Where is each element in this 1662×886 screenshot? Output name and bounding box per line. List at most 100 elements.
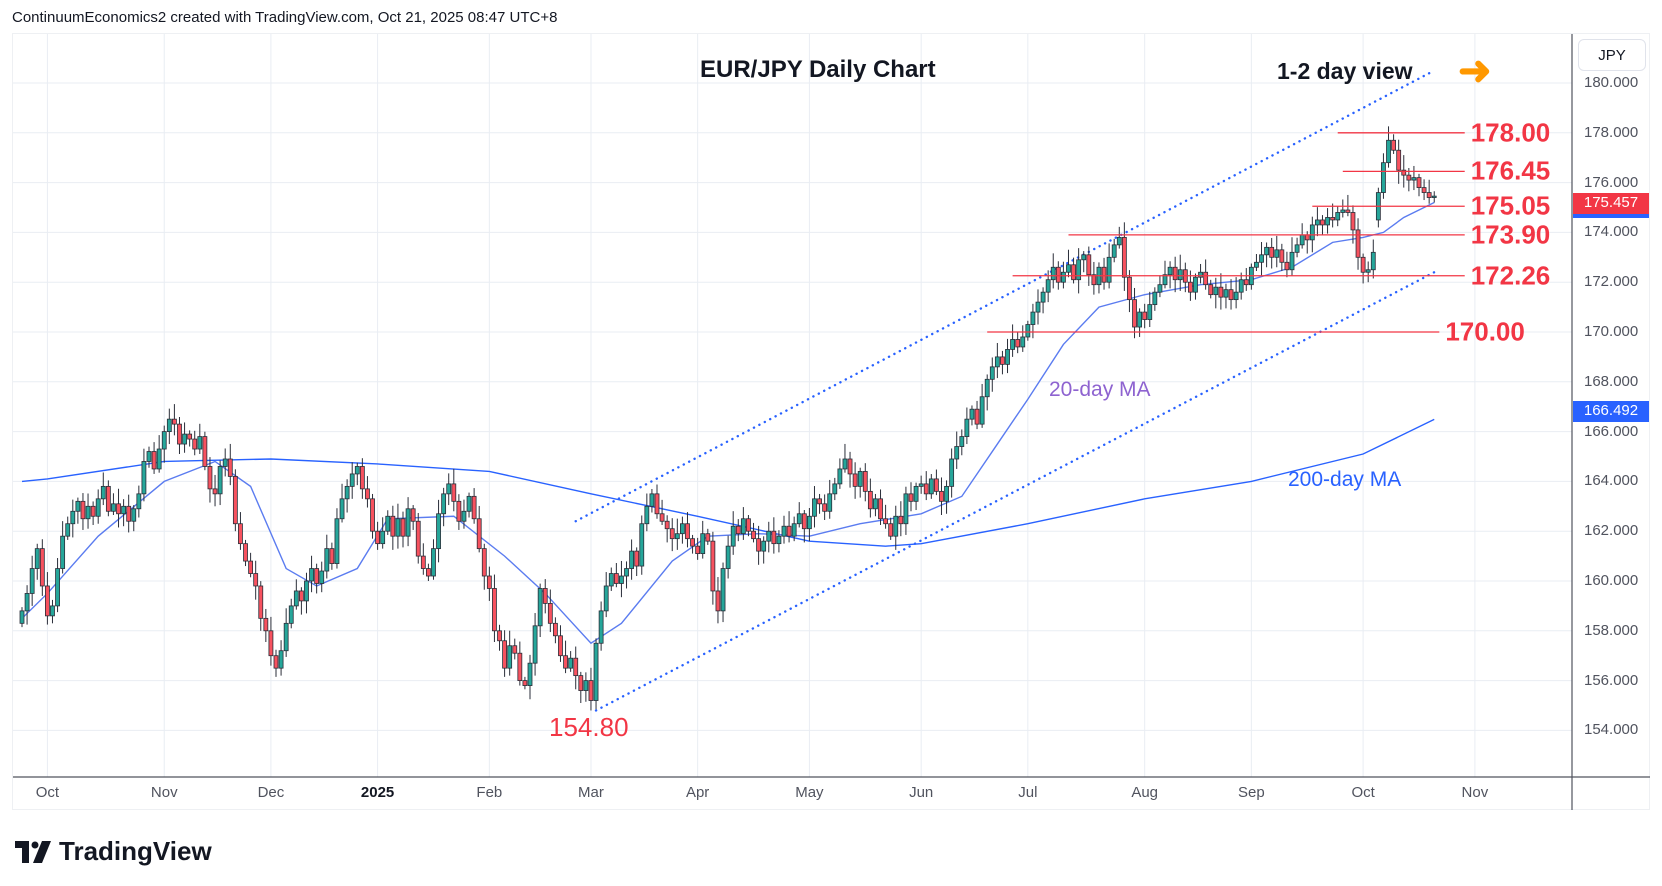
candle-up xyxy=(1152,291,1158,306)
chart-attribution: ContinuumEconomics2 created with Trading… xyxy=(12,9,558,26)
currency-button[interactable]: JPY xyxy=(1578,39,1646,71)
candle-up xyxy=(761,540,767,552)
candle-down xyxy=(268,630,274,657)
candle-down xyxy=(1000,356,1005,365)
candle-up xyxy=(1299,234,1305,246)
candle-up xyxy=(319,570,325,584)
candle-down xyxy=(1101,266,1107,283)
candle-up xyxy=(984,378,990,398)
candle-down xyxy=(1406,174,1412,181)
candle-down xyxy=(588,680,594,701)
tradingview-logo[interactable]: TradingView xyxy=(15,836,212,867)
candle-up xyxy=(324,548,330,572)
candle-down xyxy=(908,493,914,502)
level-label: 176.45 xyxy=(1470,155,1551,186)
candle-up xyxy=(100,485,106,500)
candle-up xyxy=(959,436,965,447)
candle-up xyxy=(1213,286,1219,296)
candle-up xyxy=(1111,244,1117,258)
candle-down xyxy=(456,500,462,522)
candle-up xyxy=(1193,276,1198,293)
price-tick-label: 156.000 xyxy=(1584,671,1639,689)
candle-up xyxy=(1411,177,1417,181)
candle-down xyxy=(1086,254,1092,276)
candle-up xyxy=(441,493,447,515)
candle-down xyxy=(664,520,670,530)
candle-down xyxy=(888,523,894,537)
candle-down xyxy=(898,515,904,525)
candle-up xyxy=(989,366,995,380)
candle-up xyxy=(913,485,919,502)
candle-down xyxy=(171,418,177,425)
candle-up xyxy=(95,498,101,517)
candle-up xyxy=(70,510,76,525)
candle-up xyxy=(156,448,162,470)
candle-down xyxy=(177,423,182,445)
candle-up xyxy=(740,518,746,535)
candle-up xyxy=(1254,261,1259,268)
candle-up xyxy=(903,493,909,525)
candle-up xyxy=(1274,249,1280,258)
candle-down xyxy=(1426,192,1432,198)
candle-up xyxy=(619,575,624,584)
candle-down xyxy=(771,530,777,545)
candle-up xyxy=(979,396,985,425)
price-tick-label: 166.000 xyxy=(1584,422,1639,440)
candle-up xyxy=(446,483,452,495)
candle-up xyxy=(24,593,30,612)
candle-down xyxy=(90,505,96,517)
candle-up xyxy=(1106,256,1112,283)
price-tick-label: 160.000 xyxy=(1584,572,1639,589)
candle-down xyxy=(1320,219,1325,226)
candle-up xyxy=(1147,304,1153,320)
time-tick-label: May xyxy=(795,784,824,801)
candle-up xyxy=(629,550,634,569)
price-tick-label: 178.000 xyxy=(1584,123,1639,141)
candle-down xyxy=(558,635,563,657)
candle-down xyxy=(923,483,929,495)
candle-down xyxy=(420,555,426,569)
candle-up xyxy=(50,605,55,617)
candle-up xyxy=(339,498,345,520)
candle-down xyxy=(735,525,741,535)
time-tick-label: Oct xyxy=(35,784,60,801)
candle-down xyxy=(253,573,259,587)
candle-down xyxy=(187,433,193,440)
candle-down xyxy=(248,560,254,574)
candle-up xyxy=(141,461,147,495)
candle-down xyxy=(1396,149,1402,171)
candle-down xyxy=(710,540,716,592)
candle-down xyxy=(695,545,701,555)
candle-up xyxy=(1233,291,1239,301)
candle-up xyxy=(537,588,543,627)
candle-up xyxy=(334,518,340,564)
price-tick-label: 170.000 xyxy=(1584,323,1639,340)
candle-down xyxy=(410,508,416,522)
candle-down xyxy=(542,588,548,604)
time-tick-label: Jun xyxy=(909,784,934,801)
candle-up xyxy=(182,433,187,445)
candle-down xyxy=(1269,246,1275,258)
candle-down xyxy=(502,640,508,669)
candle-up xyxy=(730,525,736,547)
candle-down xyxy=(1132,299,1137,328)
candle-up xyxy=(674,533,680,540)
candle-down xyxy=(939,490,944,502)
candle-down xyxy=(715,590,721,612)
candle-up xyxy=(75,500,81,512)
candle-up xyxy=(60,535,66,569)
candle-down xyxy=(847,458,853,475)
candle-up xyxy=(1010,339,1015,350)
candle-down xyxy=(1208,284,1214,296)
candle-up xyxy=(1335,212,1341,221)
candle-up xyxy=(1381,162,1386,193)
candle-down xyxy=(375,530,381,545)
candle-up xyxy=(832,483,838,495)
candle-down xyxy=(786,525,792,537)
candle-down xyxy=(365,488,370,500)
candle-up xyxy=(1005,349,1010,365)
time-tick-label: 2025 xyxy=(360,784,395,801)
candle-up xyxy=(1386,139,1391,164)
price-tick-label: 174.000 xyxy=(1584,223,1639,241)
